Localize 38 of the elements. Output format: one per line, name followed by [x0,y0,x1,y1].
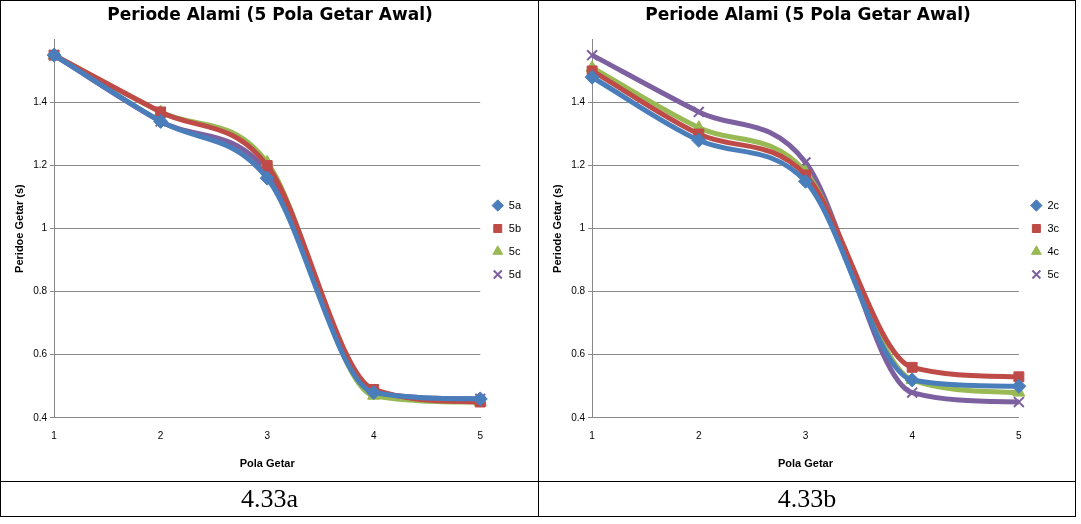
legend-label: 2c [1047,198,1060,211]
x-tick-label: 4 [909,429,916,441]
x-tick-label: 5 [477,429,484,441]
x-tick-label: 2 [157,429,164,441]
x-tick-label: 4 [370,429,377,441]
x-axis-title: Pola Getar [777,457,834,470]
y-axis-title: Periode Getar (s) [550,183,563,273]
legend-label: 3c [1047,221,1060,234]
y-tick-label: 1 [41,222,48,234]
x-tick-label: 5 [1016,429,1023,441]
x-tick-label: 3 [264,429,271,441]
legend-label: 5a [508,198,522,211]
y-tick-label: 1.2 [33,159,48,171]
y-tick-label: 0.4 [571,411,586,423]
x-tick-label: 1 [589,429,596,441]
y-tick-label: 1.2 [571,159,586,171]
chart-title: Periode Alami (5 Pola Getar Awal) [645,3,971,24]
legend-label: 5c [508,244,521,257]
y-tick-label: 1 [579,222,586,234]
y-tick-label: 0.6 [571,348,586,360]
legend-label: 4c [1047,244,1060,257]
y-axis-title: Peridoe Getar (s) [12,183,25,273]
x-axis-title: Pola Getar [239,457,296,470]
text: 4.33b [776,483,838,515]
x-tick-label: 1 [51,429,58,441]
y-tick-label: 1.4 [33,96,48,108]
legend-label: 5b [508,221,522,234]
x-tick-label: 2 [696,429,703,441]
y-tick-label: 0.8 [33,285,48,297]
chart-title: Periode Alami (5 Pola Getar Awal) [107,3,433,24]
y-tick-label: 0.6 [33,348,48,360]
legend-label: 5d [508,267,522,280]
text: 4.33a [239,483,299,515]
legend-label: 5c [1047,267,1060,280]
y-tick-label: 1.4 [571,96,586,108]
y-tick-label: 0.4 [33,411,48,423]
x-tick-label: 3 [802,429,809,441]
y-tick-label: 0.8 [571,285,586,297]
